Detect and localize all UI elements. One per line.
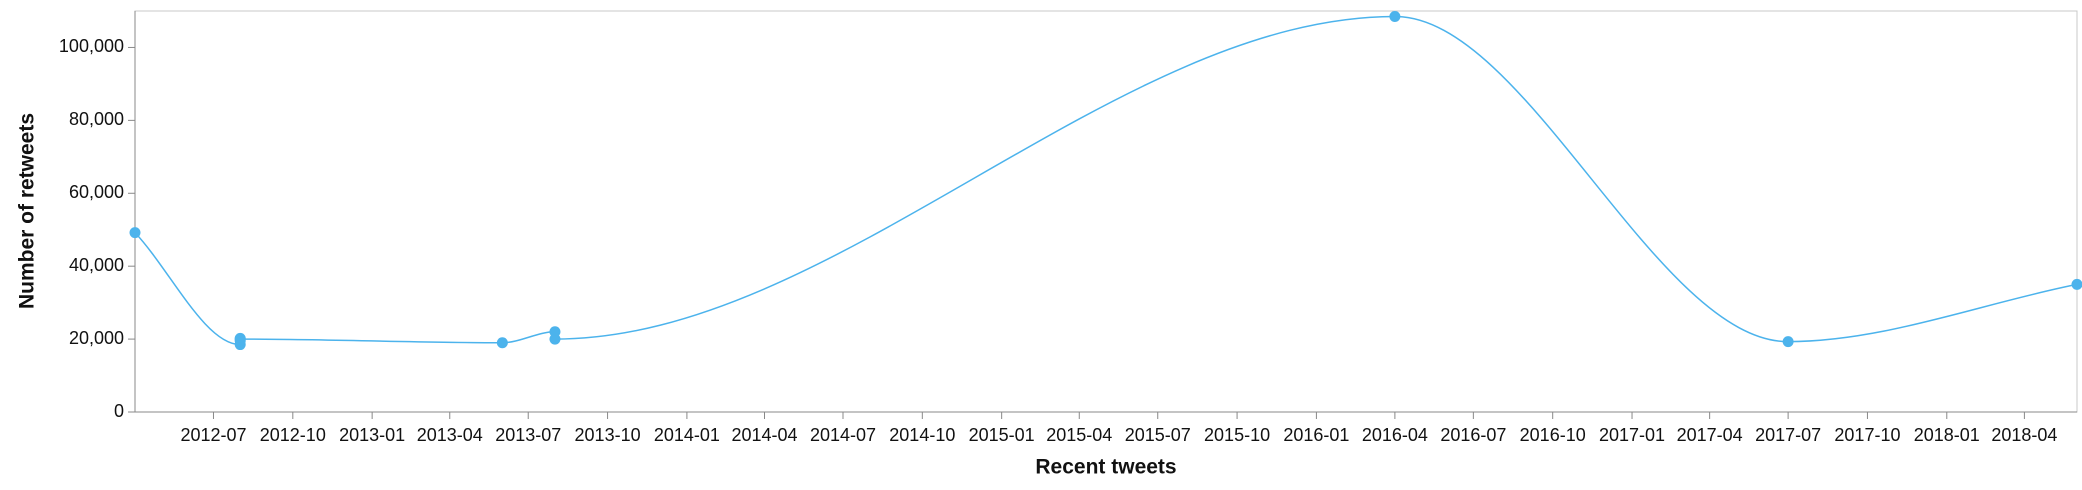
- plot-frame: [134, 10, 2078, 413]
- x-tick-label: 2013-10: [575, 425, 641, 445]
- y-tick-label: 40,000: [69, 255, 124, 275]
- line: [134, 15, 2078, 346]
- point: [234, 333, 246, 345]
- x-tick-label: 2016-07: [1440, 425, 1506, 445]
- point: [1782, 336, 1794, 348]
- y-tick-label: 80,000: [69, 109, 124, 129]
- x-tick-label: 2018-04: [1991, 425, 2057, 445]
- x-tick-label: 2014-07: [810, 425, 876, 445]
- x-tick-label: 2015-04: [1046, 425, 1112, 445]
- x-tick-label: 2017-10: [1834, 425, 1900, 445]
- x-tick-label: 2015-07: [1125, 425, 1191, 445]
- point: [1389, 10, 1401, 22]
- x-tick-label: 2014-01: [654, 425, 720, 445]
- x-tick-label: 2015-10: [1204, 425, 1270, 445]
- x-tick-label: 2014-10: [889, 425, 955, 445]
- x-tick-label: 2017-01: [1599, 425, 1665, 445]
- x-tick-label: 2013-07: [495, 425, 561, 445]
- y-tick-label: 20,000: [69, 328, 124, 348]
- x-tick-label: 2017-04: [1677, 425, 1743, 445]
- x-tick-label: 2014-04: [731, 425, 797, 445]
- x-tick-label: 2018-01: [1914, 425, 1980, 445]
- x-tick-label: 2016-04: [1362, 425, 1428, 445]
- x-tick-label: 2015-01: [969, 425, 1035, 445]
- point: [2071, 278, 2082, 290]
- y-tick-label: 100,000: [59, 36, 124, 56]
- x-tick-label: 2013-01: [339, 425, 405, 445]
- x-tick-label: 2017-07: [1755, 425, 1821, 445]
- y-tick-label: 0: [114, 401, 124, 421]
- x-tick-label: 2016-01: [1283, 425, 1349, 445]
- y-axis-title: Number of retweets: [16, 113, 39, 309]
- x-tick-label: 2012-07: [180, 425, 246, 445]
- x-tick-label: 2016-10: [1520, 425, 1586, 445]
- y-tick-label: 60,000: [69, 182, 124, 202]
- x-tick-label: 2013-04: [417, 425, 483, 445]
- x-axis-title: Recent tweets: [1035, 456, 1176, 479]
- point: [549, 333, 561, 345]
- x-tick-label: 2012-10: [260, 425, 326, 445]
- point: [129, 227, 141, 239]
- point: [496, 337, 508, 349]
